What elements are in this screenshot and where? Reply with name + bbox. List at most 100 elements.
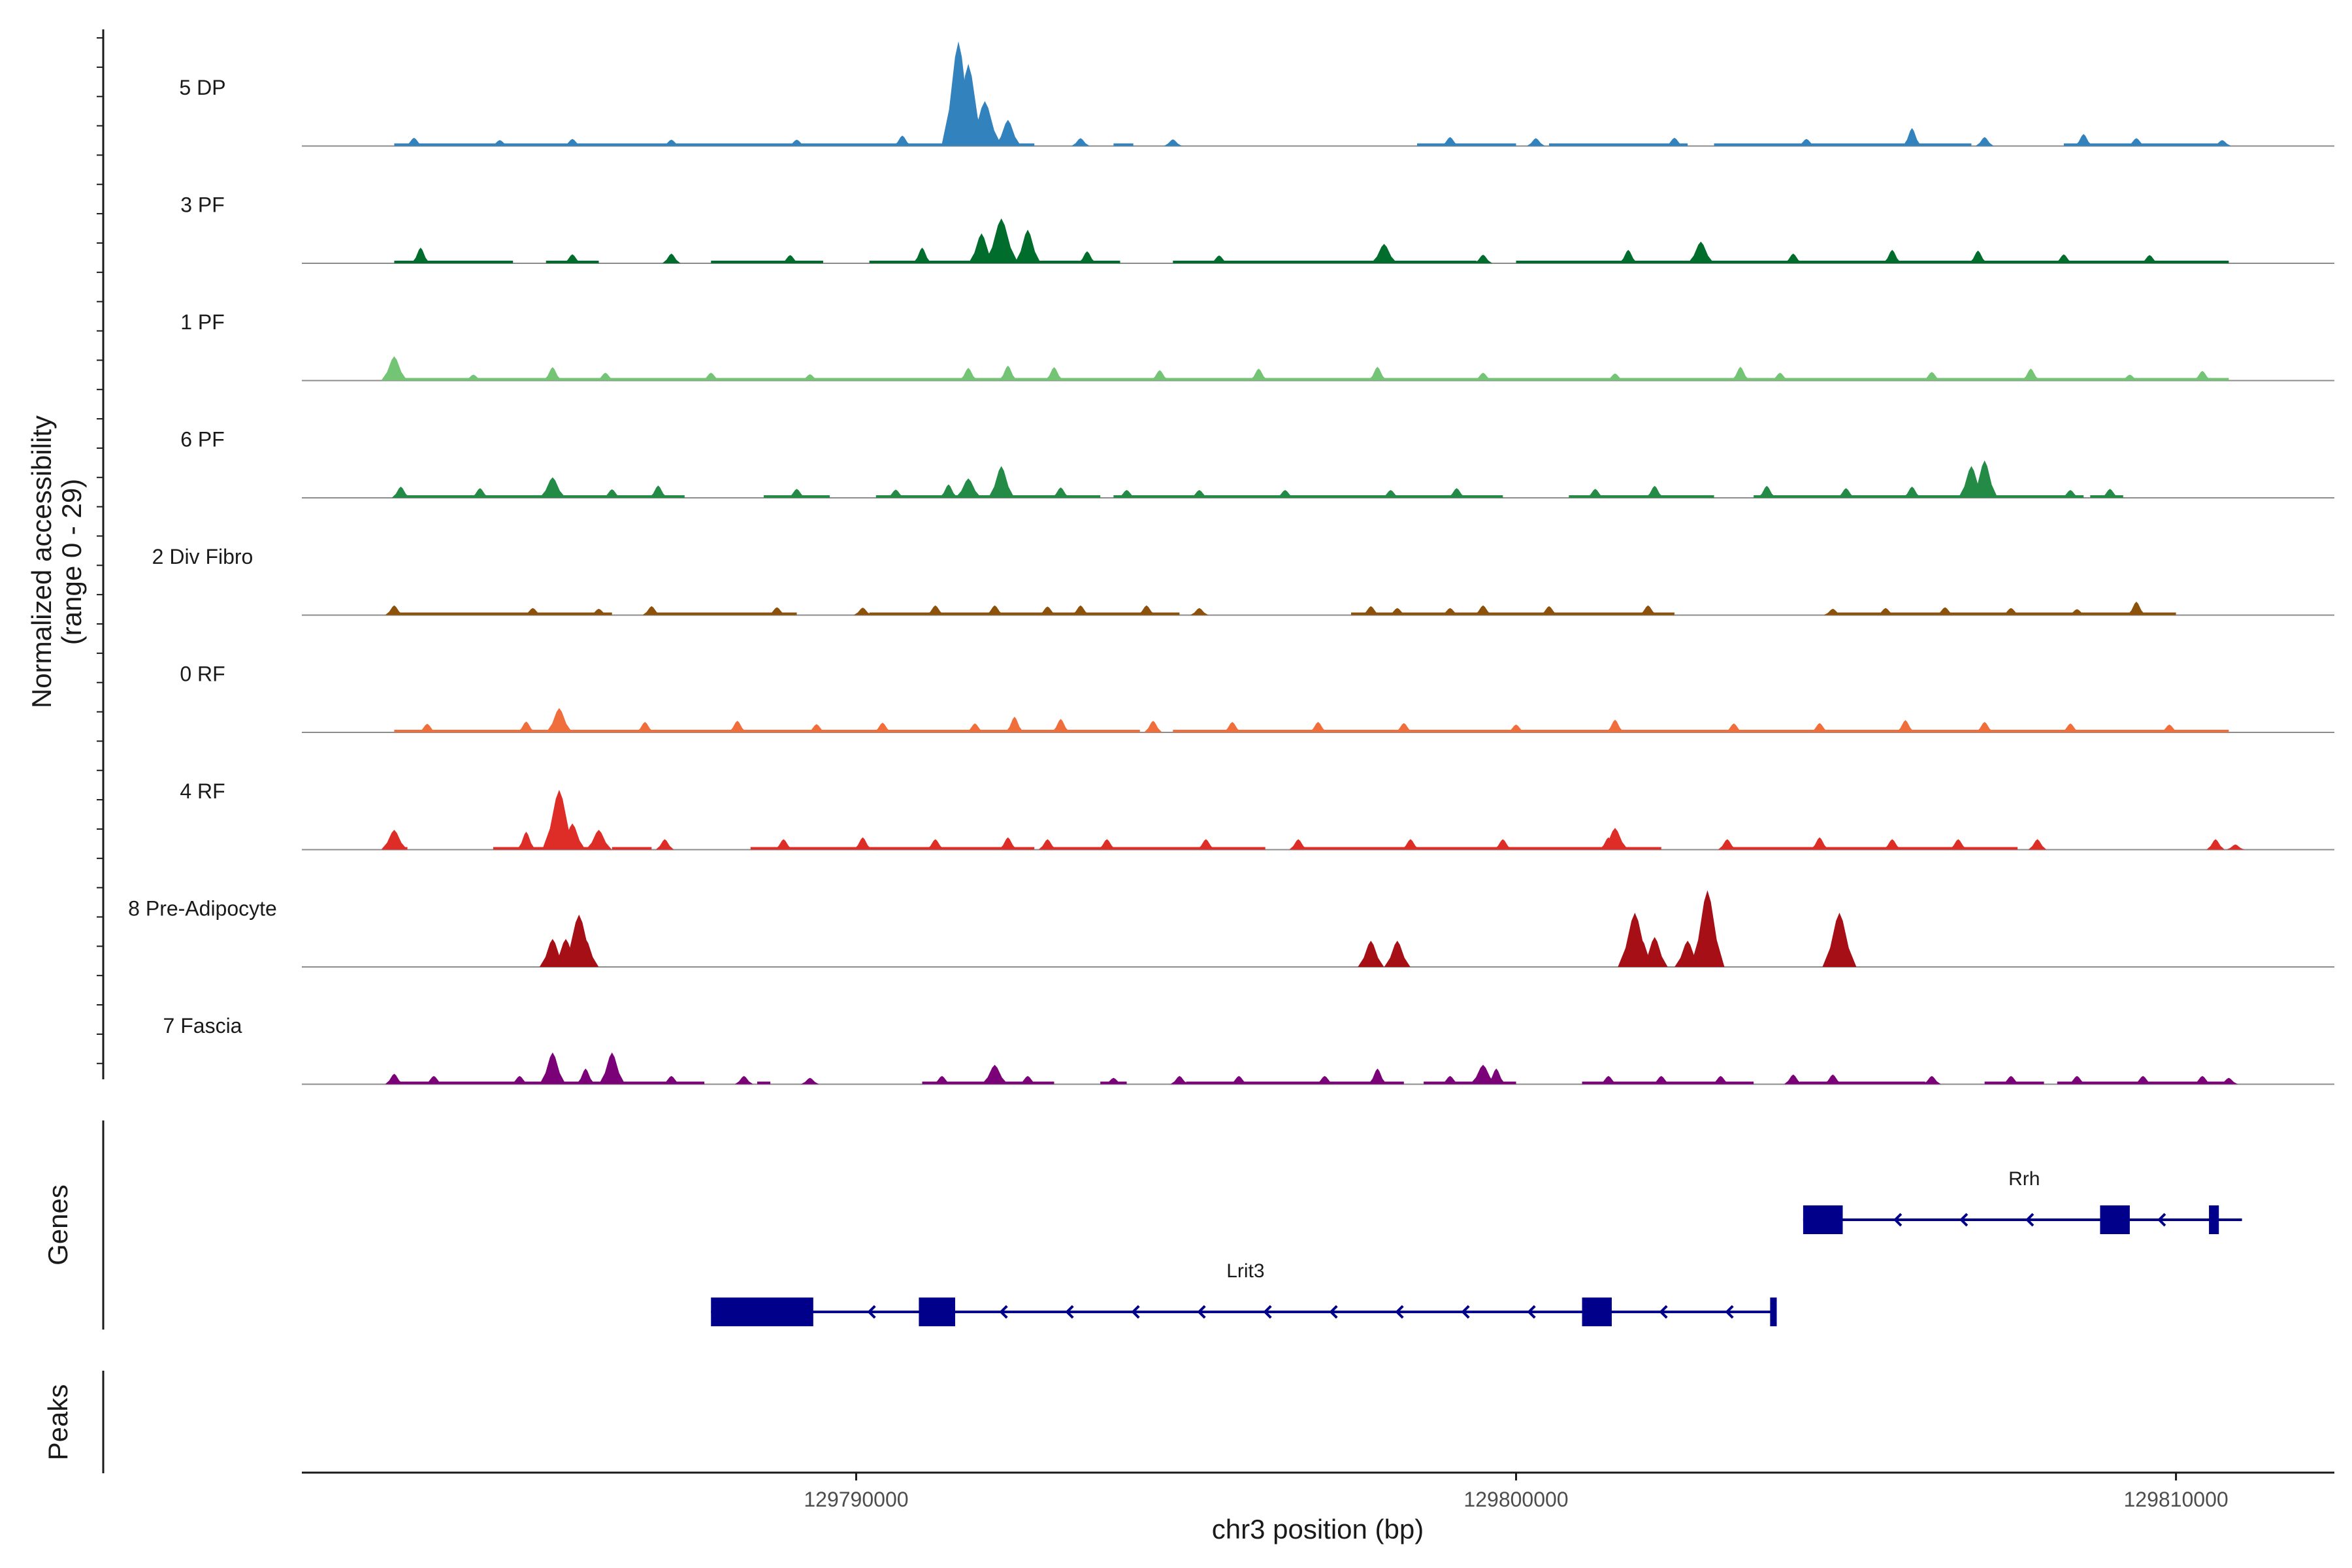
coverage-peak — [734, 1075, 753, 1085]
coverage-peak — [1137, 605, 1156, 615]
track-label: 2 Div Fibro — [152, 545, 253, 568]
coverage-segment — [394, 730, 1140, 732]
coverage-peak — [2140, 255, 2159, 263]
coverage-peak — [381, 830, 408, 850]
coverage-peak — [988, 466, 1015, 498]
coverage-peak — [1249, 368, 1268, 381]
coverage-peak — [1936, 607, 1955, 615]
coverage-segment — [394, 612, 612, 615]
coverage-peak — [662, 1075, 681, 1085]
coverage-peak — [1507, 724, 1526, 732]
coverage-peak — [546, 708, 572, 732]
coverage-peak — [464, 374, 483, 381]
coverage-segment — [1186, 1081, 1404, 1085]
track-label: 0 RF — [180, 662, 225, 686]
coverage-peak — [1077, 251, 1096, 263]
coverage-peak — [1309, 721, 1328, 732]
coverage-peak — [1526, 138, 1545, 146]
coverage-peak — [2134, 1075, 2153, 1085]
coverage-peak — [1606, 373, 1625, 381]
coverage-segment — [394, 378, 2229, 381]
gene-exon — [2209, 1205, 2219, 1234]
coverage-peak — [1837, 488, 1855, 498]
strand-arrow — [1893, 1213, 1903, 1227]
coverage-peak — [563, 139, 582, 146]
coverage-segment — [1799, 1081, 1925, 1085]
gene-exon — [2100, 1205, 2130, 1234]
coverage-peak — [2193, 370, 2212, 381]
coverage-peak — [926, 605, 945, 615]
coverage-peak — [1922, 372, 1941, 381]
coverage-segment — [1569, 495, 1714, 498]
coverage-peak — [1975, 137, 1994, 146]
coverage-peak — [932, 1075, 951, 1085]
strand-arrow — [1329, 1305, 1338, 1319]
coverage-peak — [2213, 140, 2232, 146]
track-4-rf: 4 RF — [180, 779, 2334, 851]
coverage-peak — [1641, 937, 1668, 967]
coverage-peak — [1494, 839, 1512, 850]
coverage-peak — [559, 823, 586, 850]
coverage-peak — [1209, 255, 1228, 263]
coverage-peak — [1949, 839, 1968, 850]
coverage-peak — [1652, 1075, 1671, 1085]
coverage-peak — [1665, 137, 1684, 146]
coverage-peak — [2074, 134, 2093, 146]
coverage-peak — [998, 837, 1017, 850]
coverage-peak — [1731, 367, 1750, 381]
coverage-peak — [1104, 1077, 1123, 1085]
coverage-peak — [404, 137, 423, 146]
coverage-peak — [2193, 1075, 2212, 1085]
coverage-segment — [651, 612, 797, 615]
coverage-peak — [2002, 608, 2021, 615]
coverage-peak — [572, 939, 599, 967]
coverage-peak — [385, 605, 404, 615]
coverage-peak — [598, 1052, 625, 1085]
coverage-segment — [1424, 1081, 1516, 1085]
coverage-segment — [1173, 730, 2229, 732]
track-6-pf: 6 PF — [180, 428, 2334, 498]
coverage-peak — [1447, 488, 1466, 498]
coverage-peak — [523, 608, 542, 615]
coverage-peak — [1474, 254, 1493, 263]
track-label: 3 PF — [180, 193, 225, 217]
coverage-peak — [2120, 374, 2139, 381]
coverage-peak — [1143, 721, 1162, 732]
coverage-peak — [2061, 489, 2080, 498]
track-label: 5 DP — [179, 76, 225, 99]
coverage-peak — [939, 484, 958, 498]
coverage-peak — [1896, 720, 1915, 732]
y-axis-title-line1: Normalized accessibility — [26, 416, 57, 708]
coverage-peak — [1038, 606, 1057, 615]
coverage-peak — [887, 489, 906, 498]
coverage-segment — [394, 261, 514, 263]
coverage-peak — [576, 1068, 595, 1085]
coverage-peak — [1470, 1064, 1497, 1085]
coverage-peak — [1639, 605, 1658, 615]
strand-arrow — [1527, 1305, 1536, 1319]
coverage-peak — [1371, 244, 1397, 263]
coverage-segment — [750, 847, 1035, 850]
coverage-segment — [394, 495, 685, 498]
track-label: 8 Pre-Adipocyte — [128, 897, 277, 921]
coverage-peak — [1315, 1075, 1334, 1085]
coverage-peak — [1230, 1075, 1249, 1085]
coverage-peak — [1368, 367, 1387, 381]
coverage-peak — [1922, 1075, 1941, 1085]
coverage-peak — [1275, 489, 1294, 498]
coverage-peak — [391, 486, 410, 498]
coverage-peak — [1441, 1075, 1460, 1085]
strand-arrow — [867, 1305, 876, 1319]
coverage-peak — [510, 1075, 529, 1085]
coverage-peak — [2160, 724, 2179, 732]
coverage-tracks: 5 DP 3 PF 1 PF 6 PF 2 Div Fibro 0 RF 4 RF 8 Pre… — [128, 41, 2334, 1085]
coverage-peak — [2061, 723, 2080, 732]
coverage-peak — [2206, 839, 2225, 850]
coverage-peak — [1883, 250, 1902, 263]
coverage-peak — [1968, 250, 1987, 263]
coverage-peak — [1368, 1068, 1387, 1085]
coverage-peak — [913, 247, 932, 263]
coverage-peak — [1724, 723, 1743, 732]
coverage-peak — [1071, 138, 1090, 146]
coverage-peak — [1599, 1075, 1618, 1085]
